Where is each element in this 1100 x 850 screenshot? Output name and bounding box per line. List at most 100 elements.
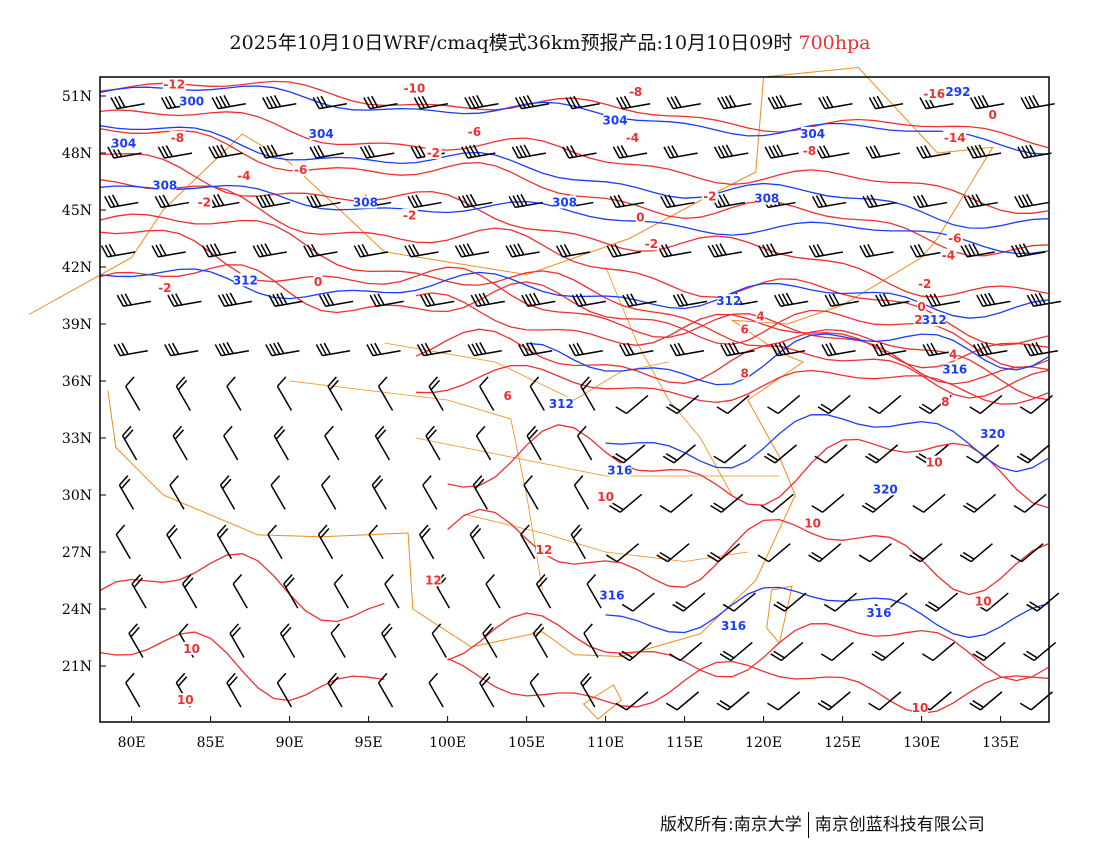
- barb-shaft: [322, 350, 351, 357]
- barb-feather: [620, 145, 629, 157]
- wind-barb: [868, 394, 902, 415]
- wind-barb: [125, 672, 141, 708]
- barb-feather: [1025, 193, 1034, 206]
- lon-tick-label: 115E: [666, 735, 703, 751]
- temperature-label: -12: [163, 78, 185, 92]
- height-label: 304: [603, 114, 628, 128]
- barb-feather: [707, 554, 719, 563]
- barb-feather: [970, 145, 978, 158]
- barb-feather: [215, 96, 223, 109]
- barb-feather: [226, 342, 234, 354]
- barb-shaft: [469, 534, 485, 560]
- wind-barb: [713, 444, 747, 464]
- barb-feather: [672, 294, 681, 307]
- barb-shaft: [431, 632, 447, 658]
- wind-barb: [428, 672, 444, 708]
- barb-feather: [968, 243, 976, 256]
- barb-feather: [871, 653, 883, 662]
- barb-feather: [422, 475, 432, 486]
- barb-feather: [216, 145, 224, 157]
- barb-feather: [275, 429, 286, 440]
- barb-shaft: [580, 385, 596, 411]
- barb-feather: [315, 344, 324, 356]
- temperature-label: 2: [914, 313, 922, 327]
- barb-feather: [977, 95, 986, 108]
- barb-shaft: [107, 251, 136, 258]
- wind-barb: [912, 194, 948, 209]
- barb-feather: [367, 96, 375, 109]
- barb-shaft: [226, 385, 242, 411]
- wind-barb: [612, 444, 646, 464]
- wind-barb: [353, 243, 389, 258]
- barb-shaft: [676, 394, 700, 415]
- height-contour: [605, 586, 1049, 639]
- barb-shaft: [629, 641, 652, 662]
- barb-feather: [314, 194, 322, 207]
- barb-feather: [505, 245, 513, 258]
- barb-shaft: [878, 350, 907, 357]
- barb-feather: [118, 475, 129, 486]
- barb-feather: [868, 406, 880, 415]
- barb-feather: [128, 623, 138, 634]
- barb-feather: [212, 145, 220, 158]
- label-bg: [988, 108, 998, 121]
- barb-feather: [667, 145, 675, 158]
- barb-shaft: [330, 632, 346, 658]
- barb-feather: [484, 626, 494, 638]
- wind-barb: [1014, 193, 1049, 209]
- barb-feather: [1022, 243, 1031, 256]
- wind-barb: [164, 342, 199, 357]
- barb-feather: [208, 146, 216, 159]
- barb-feather: [518, 96, 527, 109]
- barb-shaft: [120, 350, 148, 357]
- barb-feather: [763, 455, 776, 464]
- barb-feather: [265, 344, 273, 356]
- barb-feather: [114, 96, 122, 109]
- barb-feather: [373, 294, 381, 306]
- wind-barb: [814, 444, 848, 464]
- barb-feather: [778, 342, 787, 355]
- barb-feather: [966, 146, 975, 159]
- label-bg: [922, 87, 946, 101]
- barb-feather: [201, 245, 210, 258]
- barb-feather: [419, 524, 429, 536]
- barb-feather: [418, 145, 426, 157]
- wind-barb: [871, 641, 905, 662]
- barb-feather: [728, 342, 736, 355]
- barb-shaft: [420, 103, 449, 110]
- barb-feather: [377, 376, 388, 387]
- barb-feather: [313, 145, 321, 158]
- barb-shaft: [428, 385, 444, 411]
- temperature-contour: [99, 213, 1049, 401]
- barb-feather: [361, 243, 369, 256]
- barb-feather: [175, 376, 186, 387]
- barb-shaft: [259, 251, 287, 258]
- barb-feather: [717, 97, 725, 109]
- barb-shaft: [929, 691, 952, 711]
- barb-feather: [660, 244, 669, 257]
- barb-feather: [869, 145, 877, 158]
- barb-feather: [415, 194, 423, 207]
- barb-feather: [367, 145, 376, 157]
- barb-feather: [529, 293, 537, 306]
- barb-shaft: [164, 152, 193, 159]
- barb-shaft: [170, 350, 199, 357]
- wind-barb: [317, 524, 334, 560]
- barb-feather: [772, 145, 780, 157]
- temperature-label: 10: [177, 693, 194, 707]
- wind-barb: [110, 95, 145, 110]
- temperature-label: -6: [294, 163, 307, 177]
- label-bg: [183, 641, 200, 655]
- barb-feather: [1029, 601, 1041, 610]
- barb-feather: [259, 195, 267, 208]
- label-bg: [940, 394, 950, 408]
- lon-tick-label: 100E: [429, 735, 466, 751]
- barb-feather: [517, 344, 526, 356]
- barb-feather: [924, 145, 932, 157]
- barb-feather: [377, 672, 388, 684]
- barb-feather: [178, 623, 189, 634]
- temperature-label: 10: [926, 456, 943, 470]
- wind-barb: [457, 193, 493, 209]
- lon-tick-label: 105E: [508, 735, 545, 751]
- barb-feather: [766, 243, 774, 256]
